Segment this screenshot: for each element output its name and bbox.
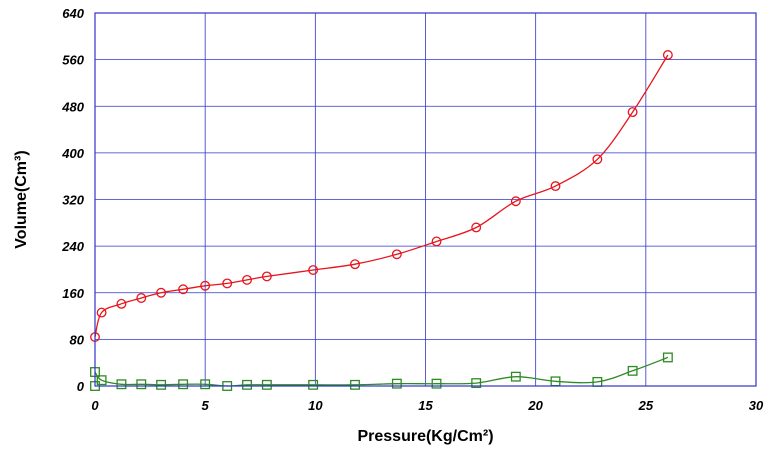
series-0-point-11 [350,259,360,270]
series-1-point-18 [627,365,638,376]
x-tick-label-4: 20 [527,398,543,413]
x-tick-label-1: 5 [202,398,210,413]
y-tick-label-4: 320 [62,193,84,208]
series-0-point-3 [136,293,147,303]
series-1-point-6 [200,379,211,390]
x-tick-label-5: 25 [638,398,654,413]
series-1-point-4 [156,379,167,390]
y-axis-title: Volume(Cm³) [13,150,30,248]
series-0-line [94,54,669,338]
y-tick-label-1: 80 [70,332,85,347]
series-1-point-11 [350,379,360,390]
series-0-point-6 [200,280,211,291]
y-tick-label-2: 160 [62,286,84,301]
series-1-point-19 [662,352,673,363]
series-0-point-15 [510,196,521,207]
series-1-point-14 [471,378,482,389]
series-0-point-1 [96,307,107,318]
series-0-point-12 [391,249,402,260]
series-0-point-2 [116,298,127,309]
series-0-point-16 [550,181,561,192]
series-0-point-8 [242,274,252,285]
y-tick-label-0: 0 [77,379,85,394]
series-1-point-9 [261,379,272,390]
series-1-point-1 [96,375,107,386]
x-tick-label-6: 30 [749,398,764,413]
series-0-point-14 [471,222,482,233]
x-tick-label-3: 15 [418,398,433,413]
series-0-point-13 [431,236,442,247]
tick-labels: 0 5 10 15 20 25 30 0 80 160 240 320 400 480 560 640 [61,6,764,413]
y-tick-label-5: 400 [61,146,84,161]
series-1-point-5 [178,379,189,390]
series-1-point-15 [510,371,521,382]
series-0 [90,50,673,342]
series-0-point-9 [261,271,272,282]
data-series [90,50,673,391]
series-0-point-17 [592,154,603,165]
series-1-line [94,356,669,387]
series-1-point-2 [116,379,127,390]
x-tick-label-0: 0 [91,398,99,413]
y-tick-label-7: 560 [62,53,84,68]
series-0-point-19 [662,50,673,60]
x-axis-title: Pressure(Kg/Cm²) [357,428,493,445]
series-1-point-10 [308,379,319,390]
plot-frame [94,12,757,387]
series-1-point-12 [391,378,402,389]
series-0-point-18 [627,107,638,118]
series-1-point-13 [431,378,442,389]
series-1-point-8 [242,379,252,390]
y-tick-label-8: 640 [62,6,84,21]
x-tick-label-2: 10 [308,398,323,413]
series-0-point-5 [178,284,189,295]
series-1-point-3 [136,379,147,390]
series-0-point-10 [308,265,319,275]
y-tick-label-3: 240 [61,239,84,254]
y-tick-label-6: 480 [61,99,84,114]
series-0-point-7 [222,278,233,289]
series-0-point-4 [156,287,167,298]
